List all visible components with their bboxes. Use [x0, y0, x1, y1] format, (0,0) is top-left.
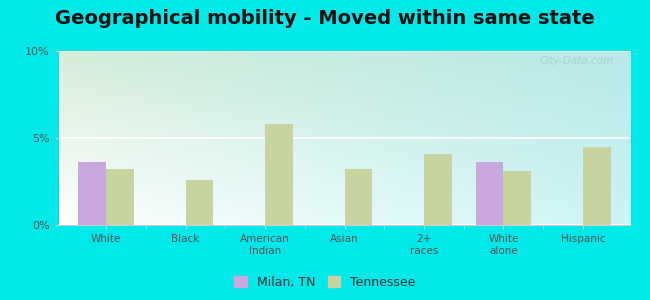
Bar: [265, 124, 293, 225]
Legend: Milan, TN, Tennessee: Milan, TN, Tennessee: [229, 271, 421, 294]
Text: City-Data.com: City-Data.com: [540, 56, 614, 66]
Bar: [344, 169, 372, 225]
Bar: [583, 147, 610, 225]
Bar: [106, 169, 134, 225]
Bar: [503, 171, 531, 225]
Bar: [79, 162, 106, 225]
Bar: [476, 162, 503, 225]
Bar: [424, 154, 452, 225]
Bar: [186, 180, 213, 225]
Text: Geographical mobility - Moved within same state: Geographical mobility - Moved within sam…: [55, 9, 595, 28]
